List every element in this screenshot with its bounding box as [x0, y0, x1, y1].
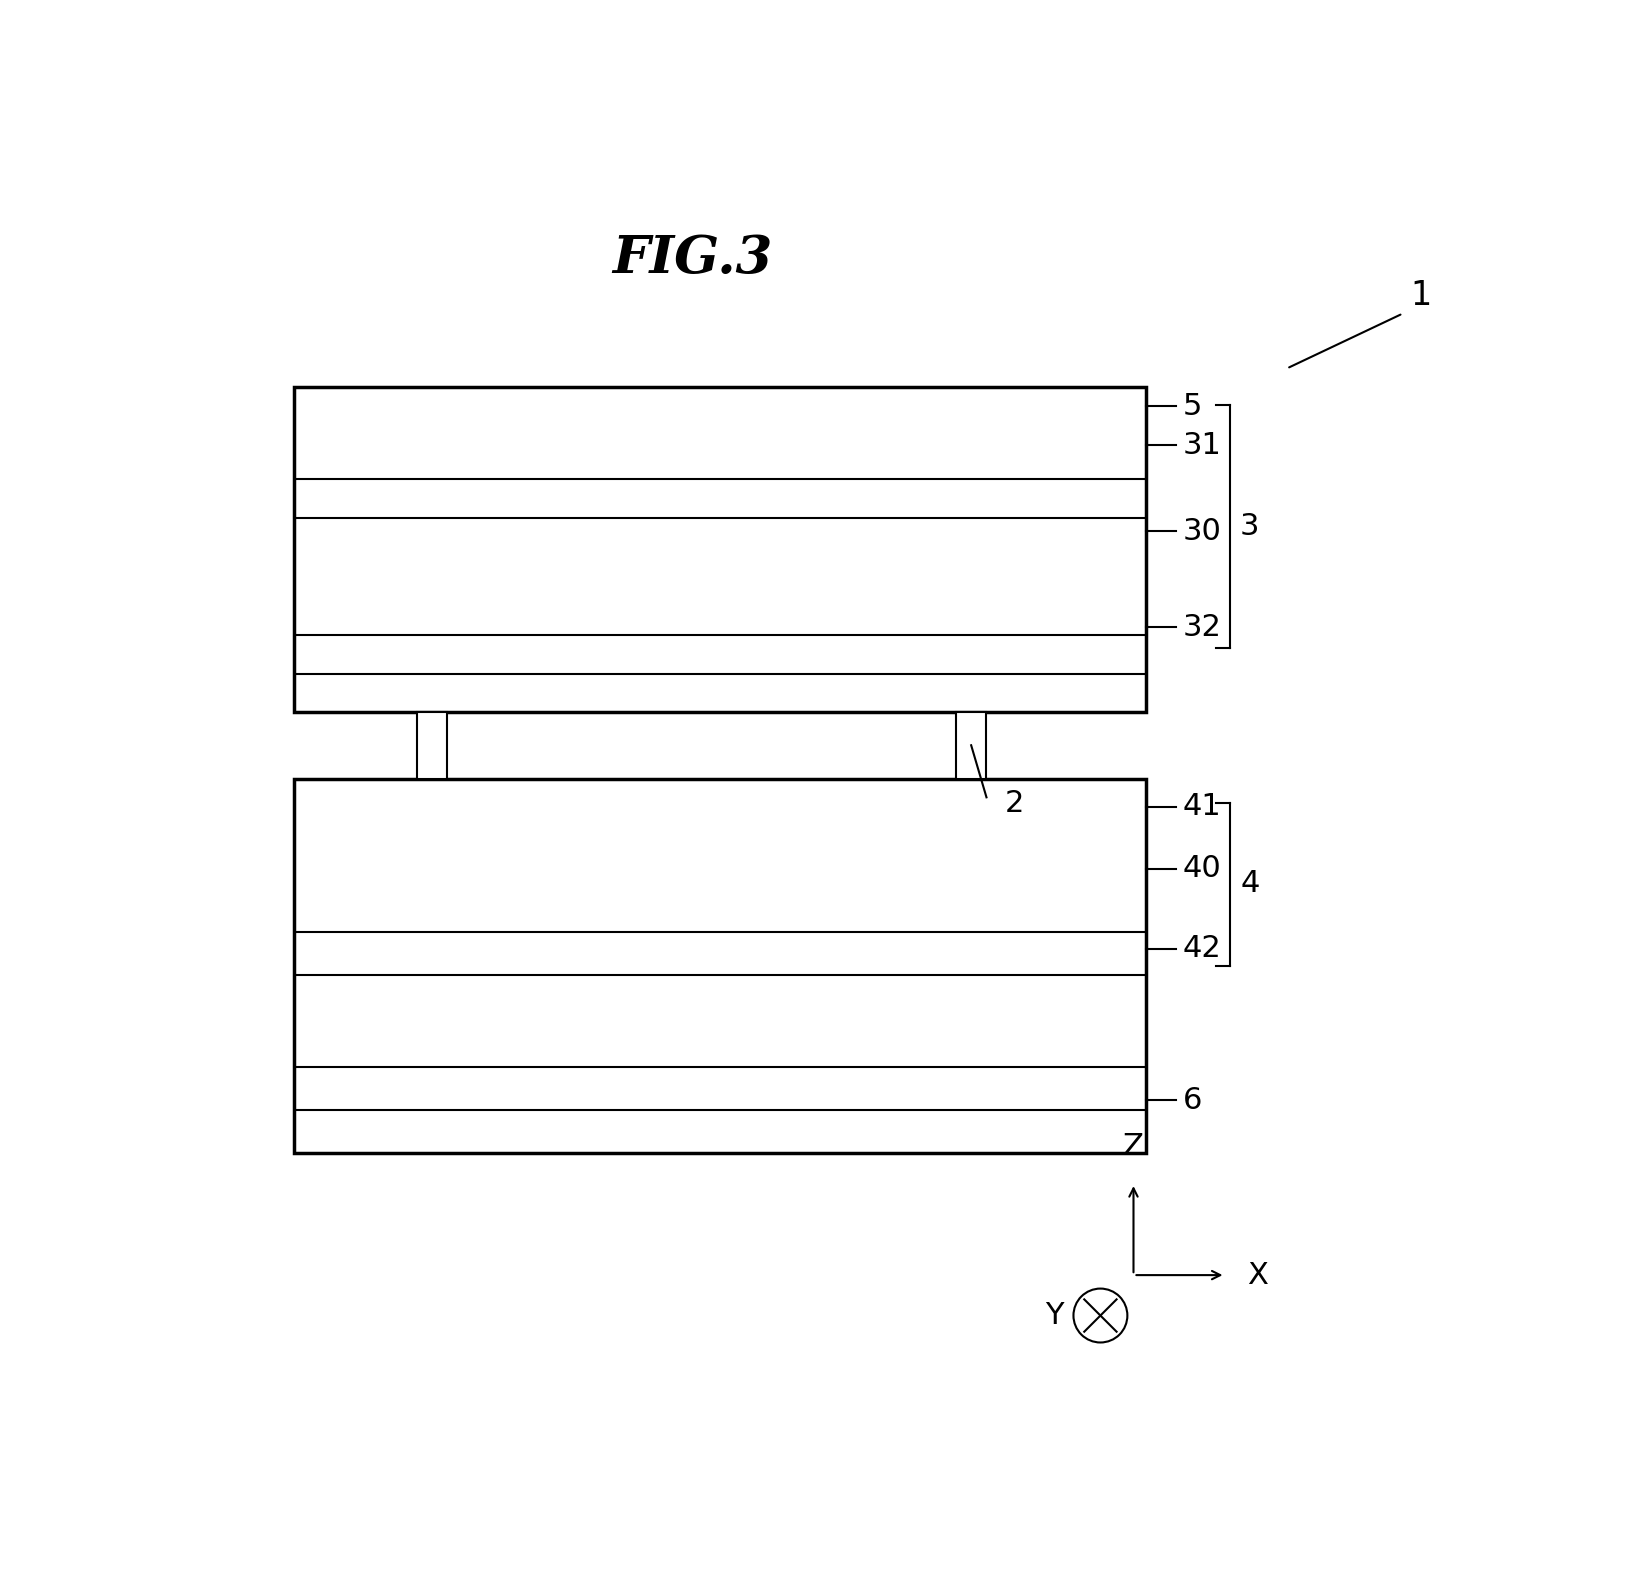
Text: Z: Z — [1124, 1133, 1143, 1161]
Text: 40: 40 — [1183, 854, 1222, 883]
Bar — [416, 711, 447, 780]
Text: FIG.3: FIG.3 — [613, 232, 773, 283]
Text: 1: 1 — [1410, 278, 1432, 312]
Text: 2: 2 — [1004, 789, 1024, 818]
Text: 4: 4 — [1240, 869, 1260, 897]
Bar — [295, 780, 1145, 1152]
Text: 3: 3 — [1240, 512, 1260, 541]
Text: 31: 31 — [1183, 431, 1222, 460]
Text: Y: Y — [1045, 1301, 1063, 1330]
Text: 5: 5 — [1183, 391, 1202, 422]
Text: 41: 41 — [1183, 792, 1222, 821]
Bar — [295, 387, 1145, 711]
Bar — [957, 711, 986, 780]
Text: 32: 32 — [1183, 613, 1222, 641]
Text: 6: 6 — [1183, 1085, 1202, 1115]
Text: 42: 42 — [1183, 934, 1222, 964]
Text: X: X — [1248, 1260, 1268, 1290]
Text: 30: 30 — [1183, 517, 1222, 546]
